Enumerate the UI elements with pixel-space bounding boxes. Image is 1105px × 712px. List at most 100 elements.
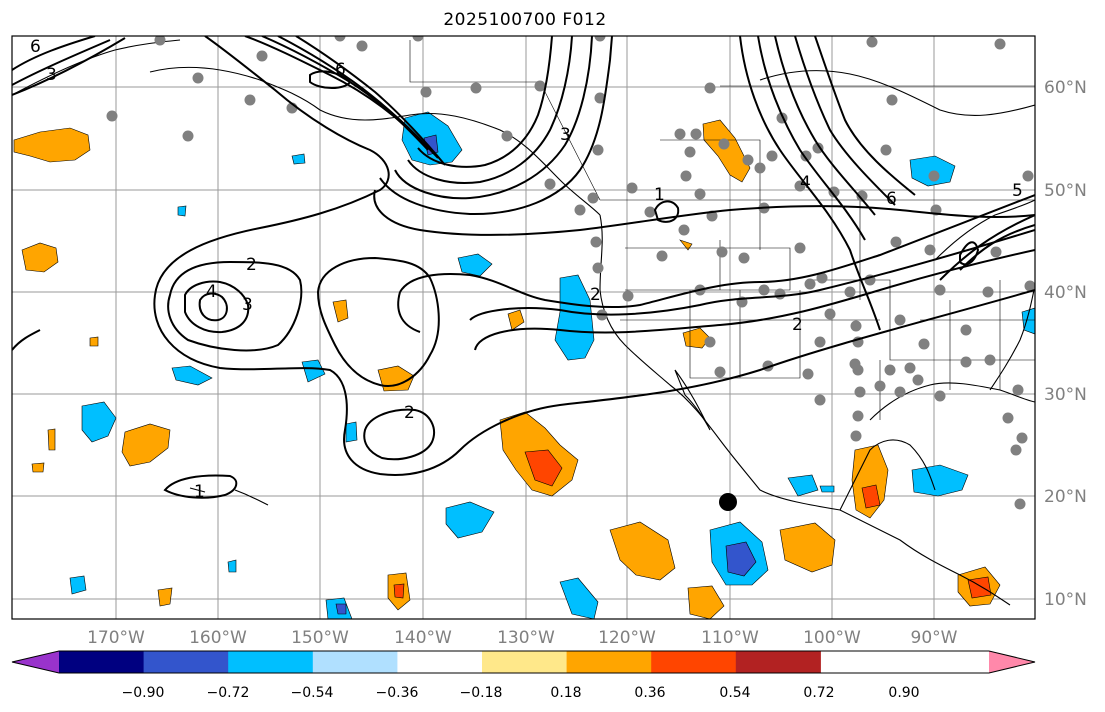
- anomaly-negative-area: [445, 501, 495, 539]
- colorbar-segment: [228, 651, 314, 673]
- colorbar-label: −0.54: [291, 685, 334, 701]
- contour-line: [757, 36, 866, 241]
- contour-labels: 2 3 4 2 2 1 1 2 4 5 6 3 6 6 3: [30, 37, 1023, 502]
- station-marker: [182, 130, 194, 142]
- station-marker: [594, 92, 606, 104]
- station-marker: [544, 178, 556, 190]
- contour-line: [739, 36, 881, 331]
- longitude-labels: 170°W 160°W 150°W 140°W 130°W 120°W 110°…: [87, 628, 958, 648]
- contour-label: 3: [242, 295, 253, 315]
- contour-line: [153, 289, 1035, 476]
- colorbar-label: −0.18: [460, 685, 503, 701]
- plot-frame: [11, 35, 1036, 620]
- anomaly-negative-area: [1021, 307, 1035, 335]
- station-marker: [852, 410, 864, 422]
- station-marker: [106, 110, 118, 122]
- station-marker: [960, 324, 972, 336]
- station-marker: [356, 40, 368, 52]
- station-marker: [244, 94, 256, 106]
- anomaly-positive-area: [157, 587, 173, 607]
- anomaly-positive-area: [861, 484, 881, 509]
- lat-label: 20°N: [1044, 487, 1087, 507]
- station-marker: [420, 86, 432, 98]
- station-marker: [590, 236, 602, 248]
- station-marker: [844, 286, 856, 298]
- anomaly-positive-area: [507, 309, 525, 331]
- lat-label: 60°N: [1044, 78, 1087, 98]
- anomaly-negative-area: [457, 253, 493, 277]
- contour-line: [12, 329, 41, 351]
- station-marker: [758, 284, 770, 296]
- plot-area: [12, 36, 1035, 619]
- colorbar-labels: −0.90 −0.72 −0.54 −0.36 −0.18 0.18 0.36 …: [122, 685, 920, 701]
- contour-line: [198, 292, 228, 322]
- station-marker: [794, 180, 806, 192]
- station-marker: [918, 338, 930, 350]
- station-marker: [684, 146, 696, 158]
- station-marker: [738, 252, 750, 264]
- contour-line: [295, 36, 446, 166]
- station-marker: [850, 320, 862, 332]
- station-marker: [824, 308, 836, 320]
- contour-label: 5: [1012, 181, 1023, 201]
- colorbar-segment: [482, 651, 568, 673]
- graticule: [12, 36, 1035, 619]
- anomaly-negative-area: [69, 575, 87, 595]
- contour-line: [12, 39, 111, 86]
- station-marker: [678, 224, 690, 236]
- station-marker: [856, 190, 868, 202]
- colorbar-label: 0.54: [719, 685, 750, 701]
- contour-line: [309, 70, 352, 89]
- contour-line: [397, 291, 421, 333]
- contour-label: 3: [560, 125, 571, 145]
- contour-line: [184, 280, 250, 334]
- anomaly-positive-area: [89, 336, 99, 347]
- station-marker: [592, 262, 604, 274]
- station-marker: [470, 82, 482, 94]
- station-markers: [106, 36, 1035, 510]
- station-marker: [704, 336, 716, 348]
- anomaly-negative-area: [819, 485, 835, 493]
- political-borders: [409, 40, 1035, 420]
- lon-label: 90°W: [911, 628, 958, 648]
- station-marker: [934, 284, 946, 296]
- station-marker: [594, 36, 606, 42]
- anomaly-negative-area: [301, 359, 326, 383]
- anomaly-negative-area: [177, 205, 187, 217]
- colorbar-segment: [651, 651, 737, 673]
- station-marker: [814, 336, 826, 348]
- contour-line: [959, 241, 980, 266]
- colorbar-label: −0.90: [122, 685, 165, 701]
- anomaly-positive-area: [332, 299, 349, 323]
- anomaly-negative-area: [291, 153, 306, 165]
- anomaly-negative-area: [554, 274, 595, 361]
- contour-label: 2: [404, 403, 415, 423]
- contour-line: [363, 408, 435, 461]
- colorbar-segment: [59, 651, 145, 673]
- station-marker: [994, 38, 1006, 50]
- station-marker: [894, 314, 906, 326]
- station-marker: [874, 380, 886, 392]
- contour-line: [167, 260, 303, 352]
- station-marker: [754, 162, 766, 174]
- anomaly-positive-area: [687, 585, 725, 619]
- lat-label: 50°N: [1044, 181, 1087, 201]
- anomaly-positive-area: [13, 127, 91, 163]
- station-marker: [854, 386, 866, 398]
- station-marker: [804, 278, 816, 290]
- contour-lines: [12, 36, 1035, 499]
- station-marker: [644, 206, 656, 218]
- anomaly-negative-area: [227, 559, 237, 573]
- storm-center-marker: [719, 493, 737, 511]
- colorbar-extend-min: [12, 651, 59, 673]
- contour-line: [316, 256, 440, 387]
- station-marker: [852, 364, 864, 376]
- contour-label: 4: [800, 173, 811, 193]
- colorbar-segment: [566, 651, 652, 673]
- contour-line: [774, 36, 876, 216]
- colorbar-label: −0.72: [207, 685, 250, 701]
- station-marker: [1016, 432, 1028, 444]
- station-marker: [984, 354, 996, 366]
- anomaly-positive-area: [967, 576, 992, 599]
- station-marker: [794, 242, 806, 254]
